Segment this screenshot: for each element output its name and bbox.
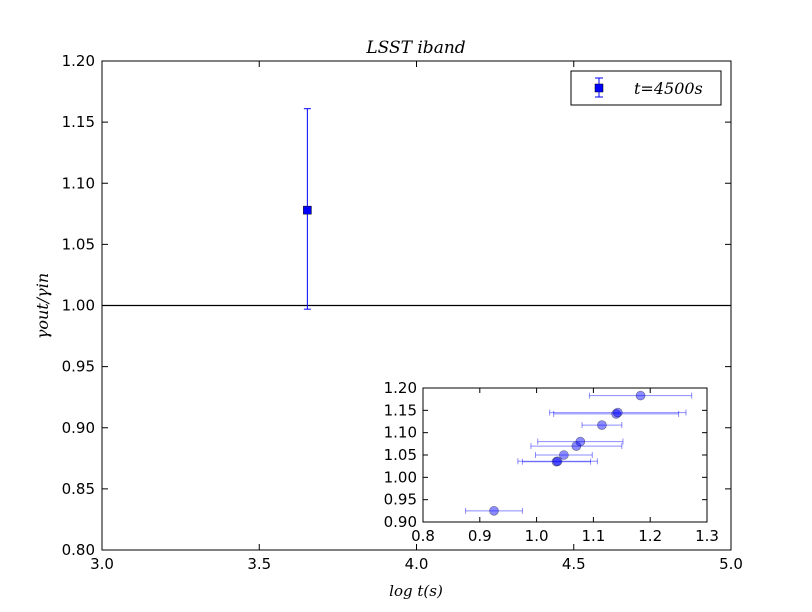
y-tick-label: 0.80	[62, 541, 95, 559]
y-tick-label: 1.00	[62, 297, 95, 315]
y-tick-label: 0.95	[62, 358, 95, 376]
y-tick-label: 1.15	[62, 113, 95, 131]
inset-marks	[465, 390, 693, 516]
inset-data-point	[559, 450, 569, 460]
inset-data-point	[613, 407, 623, 418]
inset-ticks: 0.8 0.9 1.0 1.1 1.2 1.3 0.90 0.95 1.00 1.05 1.10 1.…	[384, 379, 719, 545]
legend-marker	[594, 83, 604, 93]
inset-data-point	[551, 456, 562, 467]
main-marks	[102, 108, 731, 310]
x-tick-label: 4.0	[405, 555, 429, 573]
inset-x-tick-label: 1.2	[638, 527, 662, 545]
inset-y-tick-label: 1.05	[384, 446, 417, 464]
data-point	[303, 205, 312, 215]
inset-y-tick-label: 1.10	[384, 424, 417, 442]
inset-x-tick-label: 1.3	[695, 527, 719, 545]
inset-x-tick-label: 0.8	[411, 527, 435, 545]
inset-x-tick-label: 1.1	[581, 527, 605, 545]
y-tick-label: 1.05	[62, 235, 95, 253]
inset-data-point	[611, 409, 621, 419]
inset-data-point	[597, 420, 607, 430]
inset-y-tick-label: 1.20	[384, 379, 417, 397]
y-axis-label: γout/γin	[33, 273, 52, 339]
legend: t=4500s	[570, 70, 722, 106]
inset-data-point	[571, 441, 582, 451]
main-ticks: 3.0 3.5 4.0 4.5 5.0 0.80 0.85 0.90 0.95 1.00 1.05 1…	[62, 52, 743, 573]
svg-text:γout/γin: γout/γin	[33, 273, 52, 339]
x-tick-label: 3.5	[247, 555, 271, 573]
y-tick-label: 1.20	[62, 52, 95, 70]
legend-label: t=4500s	[634, 79, 703, 98]
inset-data-point	[489, 506, 499, 516]
inset-y-tick-label: 1.15	[384, 401, 417, 419]
x-tick-label: 3.0	[90, 555, 114, 573]
inset-data-point	[575, 436, 586, 447]
inset-y-tick-label: 1.00	[384, 468, 417, 486]
inset-data-point	[635, 390, 646, 401]
x-tick-label: 4.5	[562, 555, 586, 573]
inset-x-tick-label: 1.0	[525, 527, 549, 545]
inset-data-point	[552, 456, 563, 467]
inset-y-tick-label: 0.95	[384, 491, 417, 509]
y-tick-label: 1.10	[62, 174, 95, 192]
y-tick-label: 0.90	[62, 419, 95, 437]
inset-y-tick-label: 0.90	[384, 513, 417, 531]
x-axis-label: log t(s)	[389, 582, 443, 600]
inset-plot-area	[422, 387, 708, 523]
y-tick-label: 0.85	[62, 480, 95, 498]
inset-x-tick-label: 0.9	[468, 527, 492, 545]
x-tick-label: 5.0	[719, 555, 743, 573]
chart-title: LSST iband	[365, 38, 465, 58]
